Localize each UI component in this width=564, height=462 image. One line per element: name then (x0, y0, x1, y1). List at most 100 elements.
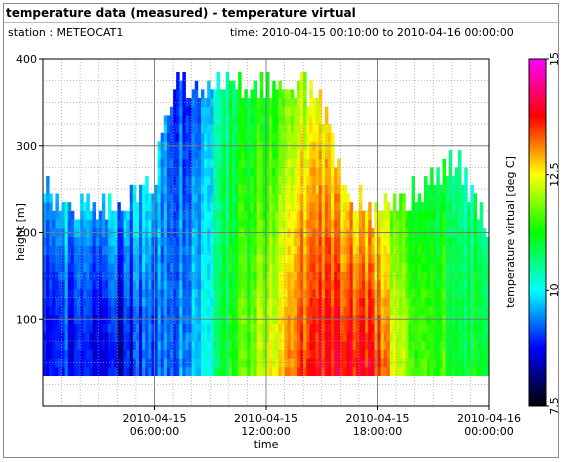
heatmap-cell (420, 306, 425, 316)
heatmap-cell (324, 366, 329, 377)
heatmap-cell (83, 254, 87, 264)
heatmap-cell (430, 358, 434, 368)
heatmap-cell (272, 288, 276, 298)
heatmap-cell (458, 254, 462, 264)
heatmap-cell (281, 132, 285, 142)
heatmap-cell (392, 245, 397, 255)
heatmap-cell (448, 340, 453, 351)
heatmap-cell (318, 150, 323, 160)
heatmap-cell (176, 80, 180, 90)
heatmap-cell (225, 89, 230, 99)
heatmap-cell (324, 158, 329, 168)
heatmap-cell (256, 332, 261, 342)
heatmap-cell (383, 193, 388, 203)
heatmap-cell (414, 306, 419, 316)
heatmap-cell (219, 297, 224, 307)
heatmap-cell (269, 150, 273, 160)
heatmap-cell (61, 280, 66, 290)
heatmap-cell (157, 167, 162, 177)
heatmap-cell (123, 340, 128, 351)
heatmap-cell (231, 193, 236, 203)
heatmap-cell (303, 202, 307, 212)
heatmap-cell (414, 366, 419, 377)
heatmap-cell (58, 271, 62, 281)
heatmap-cell (479, 349, 484, 359)
heatmap-cell (231, 115, 236, 125)
heatmap-cell (135, 323, 140, 333)
heatmap-cell (380, 219, 385, 229)
heatmap-cell (188, 176, 193, 186)
heatmap-cell (43, 245, 47, 255)
heatmap-cell (228, 115, 233, 125)
x-tick-time: 06:00:00 (130, 425, 179, 438)
heatmap-cell (58, 306, 62, 316)
heatmap-cell (461, 297, 465, 307)
heatmap-cell (256, 280, 261, 290)
heatmap-cell (331, 132, 335, 142)
heatmap-cell (83, 262, 87, 272)
heatmap-cell (479, 254, 484, 264)
heatmap-cell (64, 262, 69, 272)
heatmap-cell (293, 306, 298, 316)
heatmap-cell (163, 280, 168, 290)
heatmap-cell (300, 124, 304, 134)
heatmap-cell (284, 167, 289, 177)
heatmap-cell (204, 167, 208, 177)
heatmap-cell (448, 167, 453, 177)
heatmap-cell (374, 210, 378, 220)
heatmap-cell (132, 366, 137, 377)
heatmap-cell (188, 332, 193, 342)
heatmap-cell (430, 288, 434, 298)
heatmap-cell (312, 124, 316, 134)
heatmap-cell (334, 210, 338, 220)
heatmap-cell (176, 124, 180, 134)
heatmap-cell (219, 193, 224, 203)
heatmap-cell (114, 349, 118, 359)
heatmap-cell (476, 332, 481, 342)
heatmap-cell (185, 132, 189, 142)
heatmap-cell (139, 288, 143, 298)
heatmap-cell (253, 306, 258, 316)
heatmap-cell (213, 158, 217, 168)
heatmap-cell (272, 358, 276, 368)
heatmap-cell (315, 306, 320, 316)
heatmap-cell (281, 124, 285, 134)
heatmap-cell (380, 210, 385, 220)
heatmap-cell (160, 288, 165, 298)
heatmap-cell (281, 202, 285, 212)
heatmap-cell (482, 306, 487, 316)
heatmap-cell (485, 297, 490, 307)
heatmap-cell (64, 202, 69, 212)
heatmap-cell (417, 271, 422, 281)
heatmap-cell (219, 167, 224, 177)
heatmap-cell (399, 193, 403, 203)
heatmap-cell (173, 132, 177, 142)
heatmap-cell (247, 210, 251, 220)
heatmap-cell (235, 254, 239, 264)
heatmap-cell (247, 98, 251, 108)
heatmap-cell (191, 306, 196, 316)
chart-title: temperature data (measured) - temperatur… (6, 6, 356, 20)
heatmap-cell (402, 262, 406, 272)
heatmap-cell (318, 115, 323, 125)
heatmap-cell (148, 332, 152, 342)
heatmap-cell (49, 262, 53, 272)
heatmap-cell (182, 349, 186, 359)
heatmap-cell (346, 306, 351, 316)
heatmap-cell (83, 349, 87, 359)
heatmap-cell (433, 202, 437, 212)
heatmap-cell (300, 349, 304, 359)
heatmap-cell (296, 202, 301, 212)
heatmap-cell (52, 219, 56, 229)
heatmap-cell (129, 297, 134, 307)
heatmap-cell (216, 271, 220, 281)
heatmap-cell (458, 297, 462, 307)
heatmap-cell (256, 358, 261, 368)
heatmap-cell (442, 158, 447, 168)
heatmap-cell (479, 202, 484, 212)
heatmap-cell (312, 262, 316, 272)
heatmap-cell (327, 297, 332, 307)
heatmap-cell (176, 358, 180, 368)
heatmap-cell (253, 98, 258, 108)
heatmap-cell (312, 271, 316, 281)
